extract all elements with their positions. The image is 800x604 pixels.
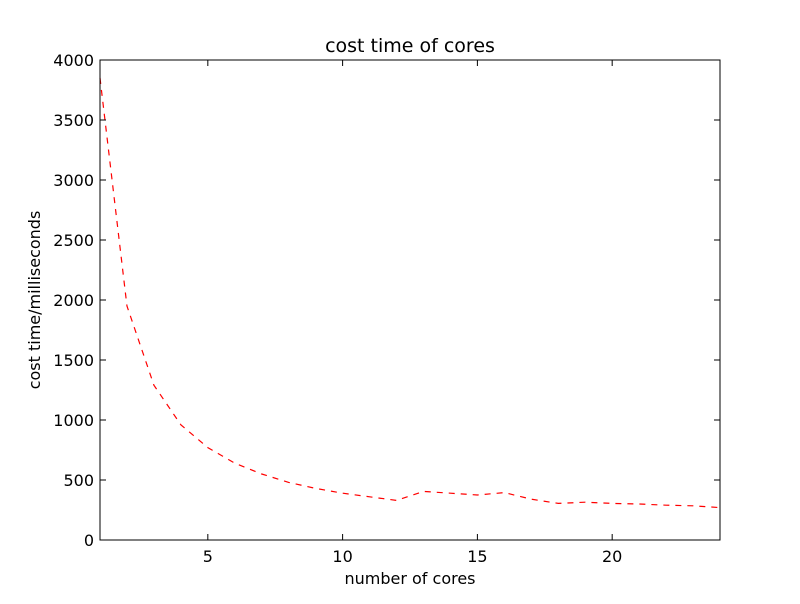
- y-tick-label: 2500: [53, 231, 94, 250]
- x-tick-label: 15: [467, 547, 487, 566]
- y-tick-label: 4000: [53, 51, 94, 70]
- y-tick-label: 3500: [53, 111, 94, 130]
- y-tick-label: 0: [84, 531, 94, 550]
- tick-layer: 5 10 15 20 0 500 1000 1500 2000 2500 3000 3500 4000: [53, 51, 720, 566]
- y-tick-label: 3000: [53, 171, 94, 190]
- x-tick-label: 10: [332, 547, 352, 566]
- y-tick-label: 500: [63, 471, 94, 490]
- series-line-0: [99, 77, 721, 509]
- chart-title: cost time of cores: [325, 35, 495, 57]
- y-tick-label: 1500: [53, 351, 94, 370]
- y-tick-label: 2000: [53, 291, 94, 310]
- x-tick-label: 5: [203, 547, 213, 566]
- y-tick-label: 1000: [53, 411, 94, 430]
- x-tick-label: 20: [602, 547, 622, 566]
- series-layer: [99, 77, 721, 509]
- x-axis-label: number of cores: [344, 569, 475, 588]
- y-axis-label: cost time/milliseconds: [25, 211, 44, 390]
